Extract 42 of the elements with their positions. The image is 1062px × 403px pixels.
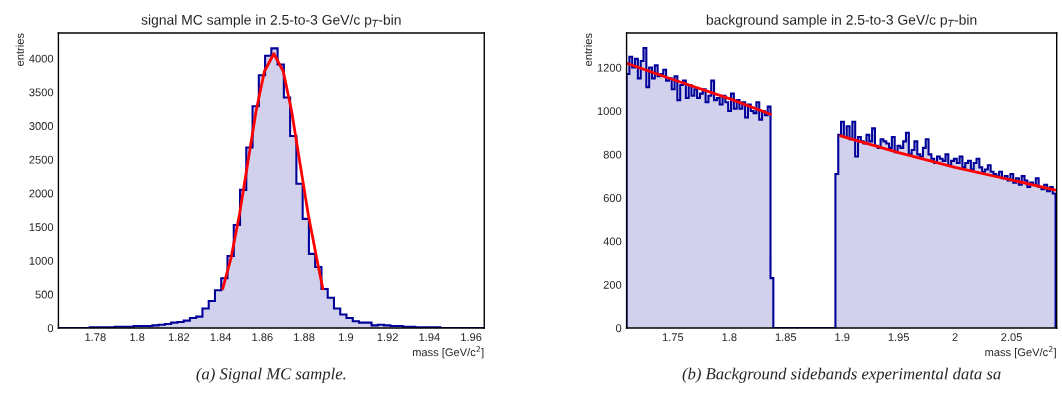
y-tick-label: 1200 <box>597 63 622 72</box>
y-tick-label: 500 <box>35 290 54 299</box>
x-tick-label: 1.82 <box>168 333 190 342</box>
x-axis-title: mass [GeV/c$^{2}$] <box>412 346 484 359</box>
y-tick-label: 2500 <box>29 155 54 164</box>
y-tick-label: 800 <box>603 150 622 159</box>
line-series <box>221 52 325 291</box>
x-tick-label: 1.86 <box>252 333 273 342</box>
x-tick-label: 1.94 <box>419 333 440 342</box>
y-tick-label: 2000 <box>29 189 54 198</box>
x-tick-label: 1.78 <box>85 333 106 342</box>
x-tick-label: 1.8 <box>722 333 737 342</box>
text: (b) Background sidebands experimental data sa <box>682 367 1001 383</box>
y-axis-title: entries <box>583 33 593 66</box>
y-tick-label: 1000 <box>597 107 622 116</box>
y-axis-title: entries <box>15 33 24 66</box>
chart-title: background sample in 2.5-to-3 GeV/c p$_{T}$-bin <box>706 14 977 28</box>
x-tick-label: 1.75 <box>662 333 684 342</box>
y-tick-label: 3500 <box>29 88 54 97</box>
x-tick-label: 2 <box>952 333 958 341</box>
x-tick-label: 1.95 <box>888 333 909 342</box>
x-tick-label: 1.96 <box>461 333 482 342</box>
y-tick-label: 600 <box>603 194 622 202</box>
x-tick-label: 1.9 <box>338 333 354 342</box>
chart-title: signal MC sample in 2.5-to-3 GeV/c p$_{T}$-bin <box>141 14 401 28</box>
y-tick-label: 3000 <box>29 122 54 130</box>
y-tick-label: 400 <box>603 237 622 246</box>
x-tick-label: 1.88 <box>294 333 315 342</box>
x-tick-label: 2.05 <box>1001 333 1022 342</box>
x-tick-label: 1.8 <box>130 333 145 342</box>
y-tick-label: 1500 <box>29 223 54 232</box>
y-tick-label: 0 <box>47 324 54 333</box>
y-tick-label: 0 <box>615 324 622 333</box>
x-tick-label: 1.9 <box>835 333 850 342</box>
x-tick-label: 1.84 <box>210 333 232 342</box>
x-tick-label: 1.85 <box>775 333 797 342</box>
x-axis-title: mass [GeV/c$^{2}$] <box>985 346 1056 359</box>
text: (a) Signal MC sample. <box>196 367 346 383</box>
y-tick-label: 200 <box>603 280 622 289</box>
y-tick-label: 1000 <box>29 256 54 265</box>
x-tick-label: 1.92 <box>377 333 398 342</box>
y-tick-label: 4000 <box>29 54 54 63</box>
